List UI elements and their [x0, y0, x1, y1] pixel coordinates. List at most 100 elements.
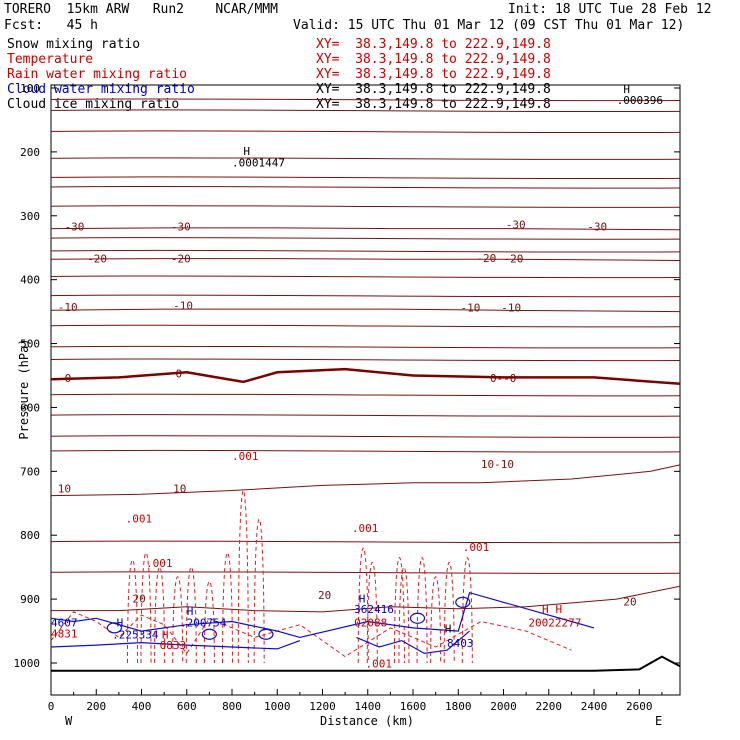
header-init: Init: 18 UTC Tue 28 Feb 12: [508, 2, 712, 17]
x-tick-label: 1400: [355, 700, 382, 713]
contour-label: 0: [65, 372, 72, 385]
x-tick-label: 400: [132, 700, 152, 713]
contour-label: .200754: [180, 617, 227, 630]
rain-water-contour: [221, 552, 233, 664]
rain-water-contour: [237, 490, 249, 664]
y-tick-label: 700: [20, 465, 40, 478]
isotherm-line: [50, 227, 681, 231]
y-axis-title: Pressure (hPa): [17, 338, 31, 440]
legend-field-xy: XY= 38.3,149.8 to 222.9,149.8: [316, 82, 551, 97]
contour-label: -30: [506, 219, 526, 232]
plot-frame: [50, 84, 681, 696]
rain-water-contour: [416, 557, 428, 664]
legend-field-name: Snow mixing ratio: [7, 37, 141, 52]
isotherm-line: [50, 258, 681, 261]
isotherm-line: [50, 157, 681, 160]
contour-label: H: [117, 617, 124, 630]
x-tick-label: 2400: [581, 700, 608, 713]
x-tick-label: 2200: [536, 700, 563, 713]
isotherm-line: [50, 109, 681, 113]
rain-water-contour: [140, 552, 152, 664]
rain-water-contour: [203, 581, 215, 664]
isotherm-line: [50, 571, 681, 574]
contour-label: .225334: [112, 629, 159, 642]
contour-label: .0001447: [232, 157, 285, 170]
isotherm-line: [50, 414, 681, 417]
contour-label: H: [623, 83, 630, 96]
cloud-water-contour: [356, 630, 470, 655]
isotherm-line: [50, 275, 681, 279]
contour-label: 10: [58, 482, 71, 495]
cloud-water-cell: [106, 622, 122, 634]
y-tick-label: 600: [20, 401, 40, 414]
isotherm-line: [50, 358, 681, 362]
cloud-water-cell: [258, 628, 274, 640]
contour-label: .000396: [617, 94, 663, 107]
isotherm-line: [50, 176, 681, 180]
contour-label: -10: [173, 300, 193, 313]
y-tick-label: 1000: [14, 657, 41, 670]
isotherm-line: [50, 249, 681, 253]
y-tick-label: 900: [20, 593, 40, 606]
legend-field-xy: XY= 38.3,149.8 to 222.9,149.8: [316, 67, 551, 82]
isotherm-line: [50, 130, 681, 134]
rain-water-contour: [398, 566, 410, 664]
contour-label: 8403: [447, 637, 474, 650]
contour-label: -20: [476, 252, 496, 265]
cloud-water-cell: [201, 628, 217, 640]
y-tick-label: 100: [20, 82, 40, 95]
legend-field-xy: XY= 38.3,149.8 to 222.9,149.8: [316, 37, 551, 52]
x-tick-label: 1600: [400, 700, 427, 713]
rain-water-contour: [126, 559, 138, 664]
y-tick-label: 200: [20, 146, 40, 159]
cloud-water-cell: [409, 612, 426, 624]
isotherm-line: [50, 205, 681, 208]
rain-water-contour: [430, 576, 442, 664]
contour-label: 362416: [354, 603, 394, 616]
isotherm-line: [50, 345, 681, 349]
x-tick-label: 2000: [490, 700, 517, 713]
contour-label: H: [187, 605, 194, 618]
contour-label: -30: [587, 220, 607, 233]
isotherm-line: [50, 367, 681, 386]
contour-label: -20: [171, 252, 191, 265]
contour-label: 0: [175, 367, 182, 380]
contour-label: 0--0: [490, 372, 517, 385]
isotherm-line: [50, 308, 681, 313]
rain-water-contour: [253, 518, 265, 664]
isotherm-line: [50, 540, 681, 544]
cloud-water-cell: [455, 596, 471, 608]
y-tick-label: 500: [20, 338, 40, 351]
contour-label: 10-10: [481, 458, 514, 471]
x-tick-label: 1200: [309, 700, 336, 713]
contour-label: .001: [232, 450, 259, 463]
isotherm-line: [50, 393, 681, 397]
x-tick-label: 200: [86, 700, 106, 713]
legend-field-xy: XY= 38.3,149.8 to 222.9,149.8: [316, 52, 551, 67]
contour-label: H: [359, 592, 366, 605]
rain-water-contour: [366, 562, 378, 664]
contour-label: H: [542, 603, 549, 616]
contour-label: -10: [461, 302, 481, 315]
contour-label: .001: [352, 522, 379, 535]
x-axis-title: Distance (km): [320, 714, 414, 728]
contour-label: H: [243, 145, 250, 158]
header-model: TORERO 15km ARW Run2 NCAR/MMM: [4, 2, 278, 17]
contour-label: -30: [171, 220, 191, 233]
rain-water-contour: [461, 557, 473, 664]
contour-label: .001: [463, 541, 490, 554]
contour-label: 20022277: [528, 617, 581, 630]
contour-label: .001: [146, 557, 173, 570]
x-tick-label: 1800: [445, 700, 472, 713]
contour-label: H: [556, 603, 563, 616]
contour-label: .001: [366, 657, 393, 670]
isotherm-line: [50, 294, 681, 298]
legend-field-name: Rain water mixing ratio: [7, 67, 188, 82]
rain-water-contour: [443, 562, 455, 664]
rain-water-contour: [357, 547, 369, 664]
rain-water-contour: [185, 566, 197, 664]
contour-label: 10: [173, 482, 186, 495]
contour-label: 0833: [160, 639, 187, 652]
rain-water-contour: [50, 611, 572, 658]
rain-water-contour: [393, 557, 405, 664]
